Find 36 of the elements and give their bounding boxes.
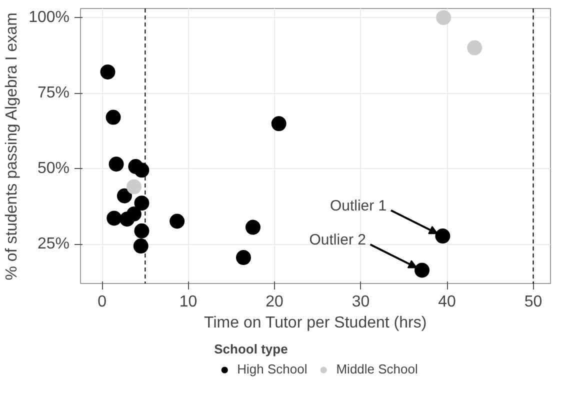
x-tick-label: 50 (524, 294, 542, 310)
y-axis-title: % of students passing Algebra I exam (4, 12, 21, 280)
x-tick-label: 40 (438, 294, 456, 310)
legend-label: Middle School (336, 362, 418, 376)
point (435, 228, 450, 244)
point (116, 188, 132, 204)
y-tick-label: 75% (37, 84, 70, 102)
point (108, 156, 124, 172)
point (236, 250, 251, 265)
y-tick-label: 100% (28, 9, 70, 26)
point (126, 179, 142, 194)
x-tick-label: 10 (179, 294, 198, 310)
x-axis-title: Time on Tutor per Student (hrs) (204, 314, 427, 332)
point (120, 212, 135, 227)
annotation: Outlier 2 (309, 231, 366, 248)
point (436, 10, 452, 26)
point (245, 220, 260, 235)
point (134, 223, 150, 238)
x-tick-label: 30 (352, 294, 370, 310)
point (134, 196, 150, 211)
point (106, 210, 122, 226)
legend-title: School type (214, 342, 289, 356)
legend-label: High School (237, 362, 308, 376)
y-tick-label: 25% (37, 236, 70, 253)
point (106, 110, 121, 125)
annotation: Outlier 1 (330, 197, 387, 214)
point (133, 238, 148, 254)
point (170, 214, 185, 229)
x-tick-label: 20 (266, 294, 284, 310)
point (467, 40, 482, 56)
point (100, 64, 116, 80)
point (271, 116, 286, 132)
point (414, 262, 430, 278)
point (134, 162, 150, 178)
y-tick-label: 50% (37, 160, 70, 178)
x-tick-label: 0 (98, 294, 107, 310)
